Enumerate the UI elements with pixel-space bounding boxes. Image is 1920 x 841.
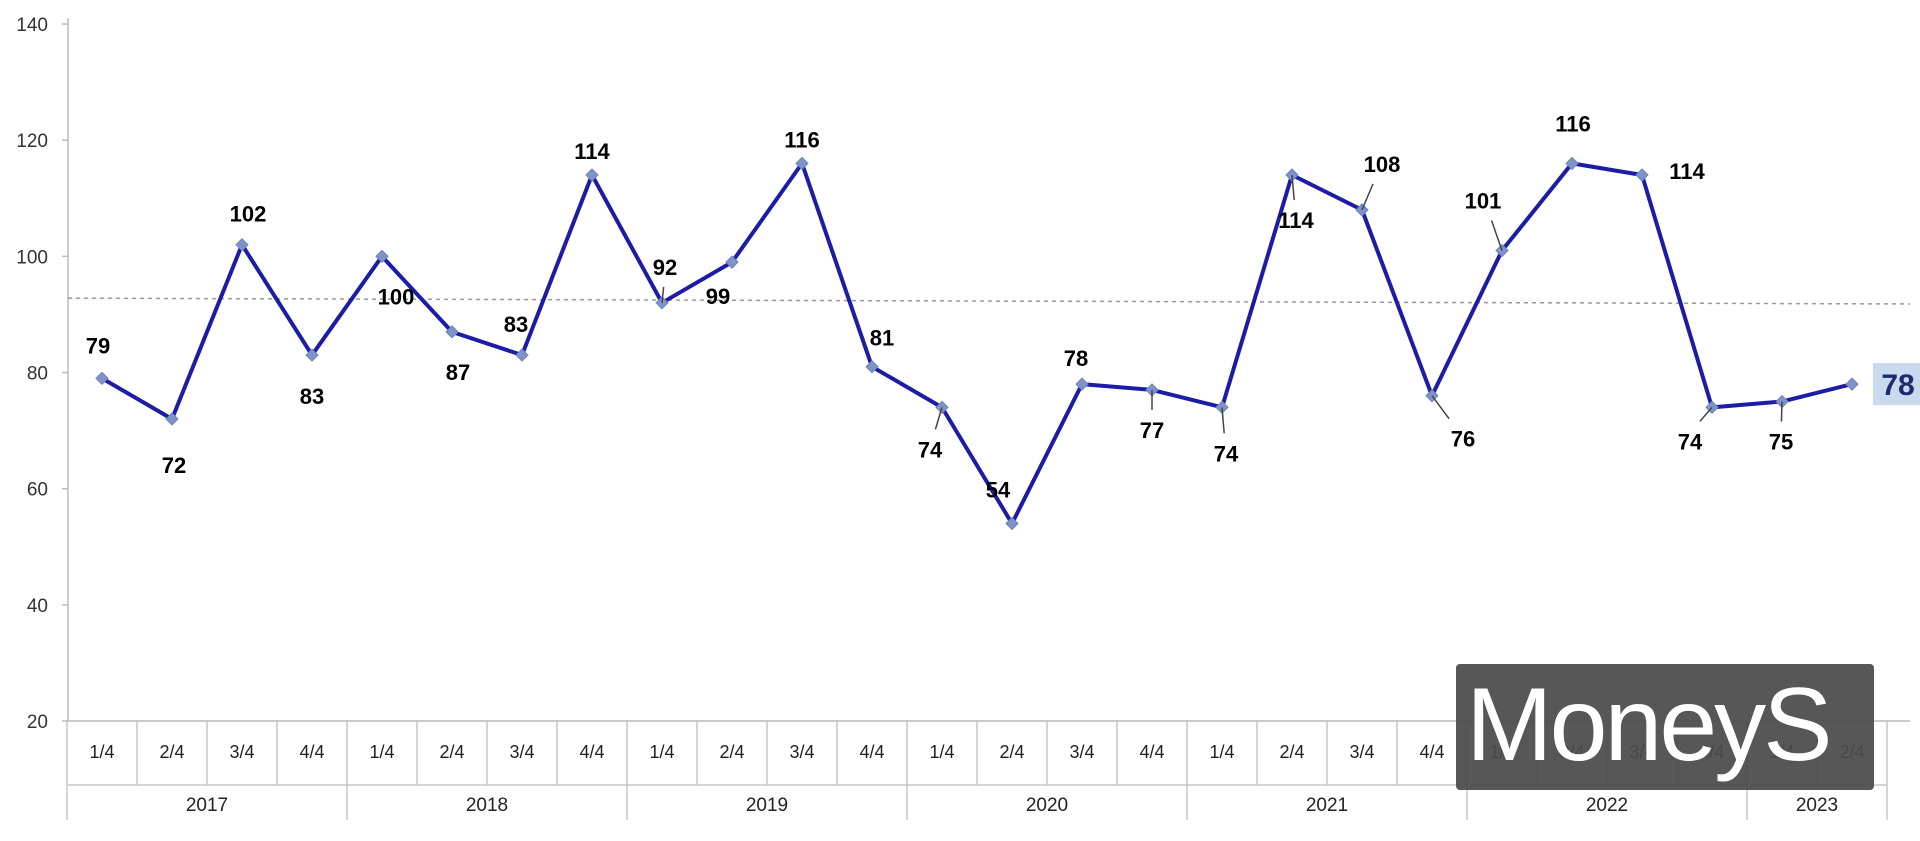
leader-line — [1431, 395, 1450, 420]
x-quarter-label: 3/4 — [789, 742, 814, 762]
x-quarter-label: 1/4 — [89, 742, 114, 762]
y-tick-label: 20 — [27, 712, 48, 733]
data-label: 74 — [1214, 441, 1239, 466]
data-labels-group: 79 72 102 83 100 87 83 114 92 99 116 81 74 54 78 77 74 11… — [86, 111, 1920, 503]
data-label: 54 — [986, 478, 1011, 503]
data-label: 108 — [1364, 152, 1401, 177]
y-tick-label: 120 — [16, 131, 48, 152]
watermark-text: MoneyS — [1466, 667, 1830, 783]
data-label: 116 — [784, 127, 820, 152]
x-quarter-label: 2/4 — [159, 742, 184, 762]
data-label: 75 — [1769, 430, 1793, 455]
markers-group — [95, 156, 1859, 531]
y-tick-label: 40 — [27, 596, 48, 617]
data-point — [1565, 156, 1579, 171]
leader-line — [1780, 401, 1783, 422]
data-point — [865, 359, 879, 374]
x-year-label: 2019 — [746, 795, 788, 816]
leader-line — [661, 286, 665, 303]
data-point — [1075, 377, 1089, 391]
x-quarter-label: 3/4 — [229, 742, 254, 762]
x-quarter-label: 2/4 — [1279, 742, 1304, 762]
data-point — [515, 348, 529, 362]
y-tick-label: 60 — [27, 480, 48, 501]
leader-lines-group — [661, 174, 1783, 434]
axes: 20 40 60 80 100 120 140 — [16, 15, 1910, 733]
x-year-label: 2022 — [1586, 795, 1628, 816]
x-year-label: 2023 — [1796, 795, 1838, 816]
y-tick-label: 80 — [27, 364, 48, 385]
x-quarter-label: 3/4 — [509, 742, 534, 762]
x-quarter-label: 4/4 — [1139, 742, 1164, 762]
x-quarter-label: 4/4 — [579, 742, 604, 762]
leader-line — [1361, 183, 1374, 211]
leader-line — [1221, 407, 1225, 434]
data-point — [445, 325, 459, 339]
data-label: 78 — [1064, 346, 1088, 371]
data-label: 76 — [1451, 427, 1475, 452]
watermark: MoneyS — [1456, 664, 1874, 790]
x-quarter-label: 1/4 — [649, 742, 674, 762]
data-label: 114 — [1669, 159, 1705, 184]
data-point — [375, 249, 389, 264]
data-point — [585, 168, 599, 182]
x-quarter-label: 1/4 — [1209, 742, 1234, 762]
x-quarter-label: 1/4 — [369, 742, 394, 762]
x-quarter-label: 2/4 — [439, 742, 464, 762]
x-year-label: 2021 — [1306, 795, 1348, 816]
data-label: 114 — [574, 139, 610, 164]
x-year-label: 2017 — [186, 795, 228, 816]
data-label: 81 — [870, 326, 894, 351]
data-point — [1635, 168, 1649, 182]
data-label: 87 — [446, 360, 470, 385]
data-label: 116 — [1555, 111, 1591, 136]
data-label: 114 — [1278, 208, 1314, 233]
data-label: 74 — [918, 437, 943, 462]
data-label: 99 — [706, 284, 730, 309]
y-tick-label: 100 — [16, 247, 48, 268]
x-year-label: 2020 — [1026, 795, 1068, 816]
x-year-label: 2018 — [466, 795, 508, 816]
watermark-background — [1456, 664, 1874, 790]
leader-line — [1490, 220, 1503, 251]
leader-line — [1291, 174, 1295, 201]
data-label: 100 — [378, 284, 415, 309]
data-point — [165, 412, 179, 426]
x-quarter-label: 2/4 — [999, 742, 1024, 762]
x-quarter-label: 2/4 — [719, 742, 744, 762]
data-label: 83 — [504, 312, 528, 337]
reference-line-group — [67, 297, 1911, 305]
x-quarter-label: 4/4 — [859, 742, 884, 762]
data-label: 101 — [1465, 189, 1502, 214]
x-quarter-label: 4/4 — [299, 742, 324, 762]
data-label-last: 78 — [1881, 369, 1914, 402]
data-point — [725, 255, 739, 269]
series-line-group — [100, 161, 1853, 526]
data-label: 77 — [1140, 418, 1164, 443]
data-point — [95, 371, 109, 386]
data-label: 102 — [230, 202, 267, 227]
data-label: 92 — [653, 255, 677, 280]
series-line — [100, 161, 1853, 526]
data-point — [235, 238, 249, 252]
leader-line — [934, 407, 943, 430]
data-label: 83 — [300, 384, 324, 409]
data-point — [795, 156, 809, 171]
x-quarter-label: 4/4 — [1419, 742, 1444, 762]
reference-line — [67, 297, 1911, 305]
x-quarter-label: 3/4 — [1349, 742, 1374, 762]
last-value-highlight — [1873, 363, 1920, 406]
data-point — [1845, 377, 1859, 391]
leader-line — [1699, 406, 1713, 422]
y-tick-label: 140 — [16, 15, 48, 36]
data-label: 72 — [162, 453, 186, 478]
data-point — [305, 348, 319, 362]
data-point — [1005, 516, 1019, 531]
data-label: 74 — [1678, 429, 1703, 454]
x-quarter-label: 1/4 — [929, 742, 954, 762]
data-label: 79 — [86, 333, 110, 358]
x-quarter-label: 3/4 — [1069, 742, 1094, 762]
